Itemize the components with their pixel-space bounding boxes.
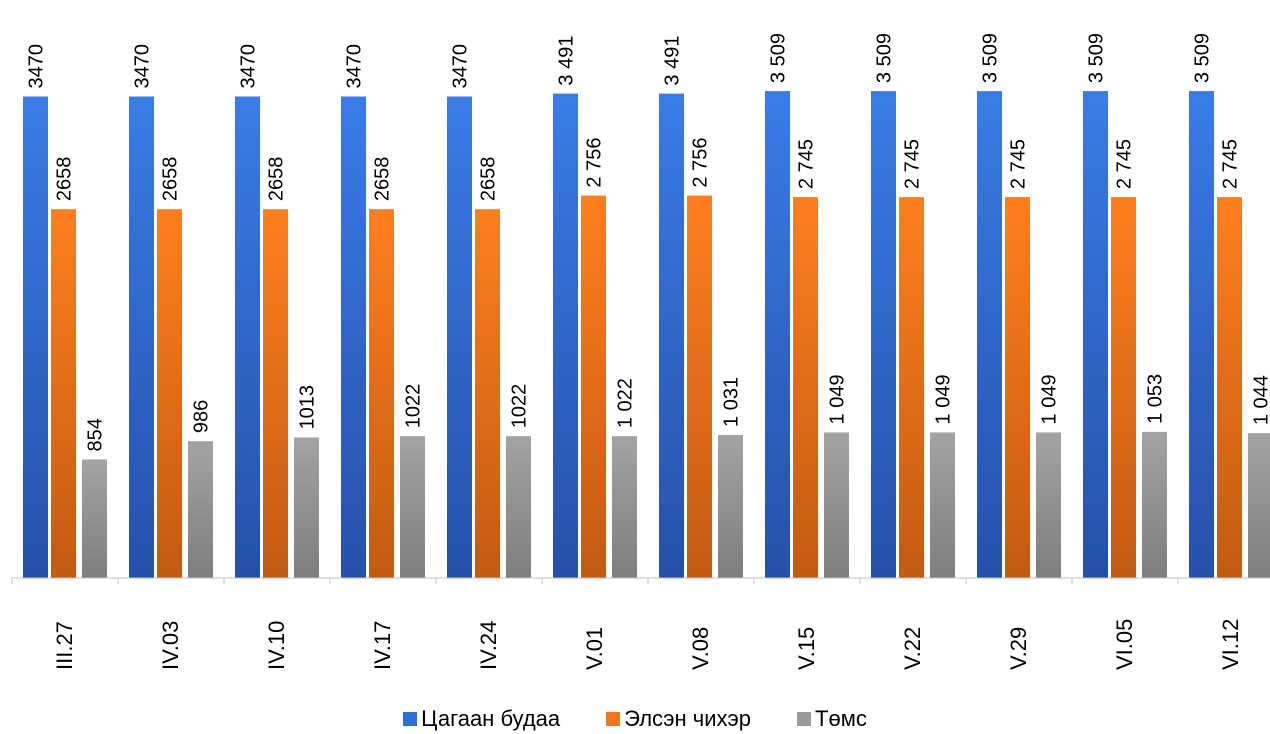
bar-VI.05-series-1 (1111, 197, 1136, 578)
legend-label-series-0: Цагаан будаа (421, 706, 561, 731)
x-ticks-group (11, 578, 1179, 584)
bar-V.01-series-2 (612, 436, 637, 578)
value-label-IV.17-series-1: 2658 (372, 157, 394, 202)
bar-IV.17-series-2 (400, 436, 425, 578)
value-label-V.01-series-2: 1 022 (615, 378, 637, 428)
bar-III.27-series-1 (51, 209, 76, 579)
bar-IV.17-series-1 (369, 209, 394, 579)
category-label-V.15: V.15 (794, 627, 819, 670)
category-label-VI.12: VI.12 (1218, 619, 1243, 670)
legend-label-series-2: Төмс (815, 706, 867, 731)
legend-label-series-1: Элсэн чихэр (624, 706, 752, 731)
bar-V.22-series-2 (930, 432, 955, 578)
bar-V.08-series-1 (687, 195, 712, 578)
category-label-III.27: III.27 (52, 621, 77, 670)
bar-V.15-series-0 (765, 91, 790, 579)
value-label-V.08-series-1: 2 756 (690, 138, 712, 188)
legend-swatch-series-2 (797, 712, 812, 726)
bar-VI.12-series-2 (1248, 433, 1270, 578)
value-label-VI.12-series-2: 1 044 (1251, 375, 1270, 425)
bar-V.15-series-1 (793, 197, 818, 578)
category-label-VI.05: VI.05 (1112, 619, 1137, 670)
value-label-IV.17-series-0: 3470 (344, 44, 366, 89)
bar-VI.05-series-2 (1142, 431, 1167, 578)
value-label-V.22-series-0: 3 509 (874, 33, 896, 83)
bar-IV.03-series-0 (129, 96, 154, 578)
bar-IV.10-series-1 (263, 209, 288, 579)
category-label-V.08: V.08 (688, 627, 713, 670)
value-label-IV.03-series-1: 2658 (160, 157, 182, 202)
value-label-VI.05-series-0: 3 509 (1086, 33, 1108, 83)
bar-IV.24-series-1 (475, 209, 500, 579)
category-label-IV.10: IV.10 (264, 621, 289, 670)
bar-IV.03-series-2 (188, 441, 213, 578)
value-label-VI.12-series-1: 2 745 (1220, 139, 1242, 189)
value-label-IV.24-series-1: 2658 (478, 157, 500, 202)
value-label-V.15-series-1: 2 745 (796, 139, 818, 189)
value-label-V.08-series-2: 1 031 (721, 377, 743, 427)
value-labels-group: 3470 2658 854 3470 2658 986 3470 2658 1013 3470 26… (26, 33, 1270, 451)
value-label-III.27-series-2: 854 (85, 418, 107, 451)
category-labels-group: III.27 IV.03 IV.10 IV.17 IV.24 V.01 V.08 V.15 V.… (52, 619, 1243, 670)
value-label-V.01-series-1: 2 756 (584, 138, 606, 188)
bar-IV.17-series-0 (341, 96, 366, 578)
value-label-V.01-series-0: 3 491 (556, 36, 578, 86)
bar-IV.10-series-2 (294, 437, 319, 578)
bar-V.29-series-0 (977, 91, 1002, 579)
value-label-VI.12-series-0: 3 509 (1192, 33, 1214, 83)
value-label-IV.10-series-2: 1013 (297, 385, 319, 430)
legend-item-series-0: Цагаан будаа (403, 706, 560, 732)
bar-IV.24-series-0 (447, 96, 472, 578)
legend: Цагаан будаа Элсэн чихэр Төмс (0, 706, 1270, 732)
bar-V.08-series-2 (718, 434, 743, 578)
category-label-V.29: V.29 (1006, 627, 1031, 670)
bar-IV.10-series-0 (235, 96, 260, 578)
bar-V.29-series-2 (1036, 432, 1061, 578)
legend-swatch-series-0 (403, 712, 418, 726)
category-label-IV.24: IV.24 (476, 621, 501, 670)
value-label-IV.03-series-2: 986 (191, 400, 213, 433)
category-label-IV.03: IV.03 (158, 621, 183, 670)
category-label-IV.17: IV.17 (370, 621, 395, 670)
bar-III.27-series-2 (82, 459, 107, 578)
value-label-V.22-series-1: 2 745 (902, 139, 924, 189)
category-label-V.01: V.01 (582, 627, 607, 670)
value-label-V.29-series-1: 2 745 (1008, 139, 1030, 189)
value-label-IV.24-series-2: 1022 (509, 384, 531, 429)
bar-IV.24-series-2 (506, 436, 531, 578)
bar-V.29-series-1 (1005, 197, 1030, 578)
value-label-IV.03-series-0: 3470 (132, 44, 154, 89)
bar-V.01-series-1 (581, 195, 606, 578)
bars-group (23, 91, 1270, 579)
category-label-V.22: V.22 (900, 627, 925, 670)
value-label-VI.05-series-2: 1 053 (1145, 374, 1167, 424)
bar-VI.12-series-1 (1217, 197, 1242, 578)
bar-V.22-series-0 (871, 91, 896, 579)
value-label-V.29-series-2: 1 049 (1039, 374, 1061, 424)
bar-VI.12-series-0 (1189, 91, 1214, 579)
value-label-III.27-series-0: 3470 (26, 44, 48, 89)
bar-V.01-series-0 (553, 93, 578, 578)
value-label-V.08-series-0: 3 491 (662, 36, 684, 86)
value-label-IV.10-series-0: 3470 (238, 44, 260, 89)
legend-swatch-series-1 (606, 712, 621, 726)
value-label-V.15-series-2: 1 049 (827, 374, 849, 424)
value-label-IV.10-series-1: 2658 (266, 157, 288, 202)
bar-VI.05-series-0 (1083, 91, 1108, 579)
value-label-V.22-series-2: 1 049 (933, 374, 955, 424)
bar-IV.03-series-1 (157, 209, 182, 579)
value-label-V.29-series-0: 3 509 (980, 33, 1002, 83)
bar-V.15-series-2 (824, 432, 849, 578)
value-label-VI.05-series-1: 2 745 (1114, 139, 1136, 189)
value-label-V.15-series-0: 3 509 (768, 33, 790, 83)
value-label-III.27-series-1: 2658 (54, 157, 76, 202)
legend-item-series-2: Төмс (797, 706, 867, 732)
bar-III.27-series-0 (23, 96, 48, 578)
value-label-IV.24-series-0: 3470 (450, 44, 472, 89)
legend-item-series-1: Элсэн чихэр (606, 706, 751, 732)
value-label-IV.17-series-2: 1022 (403, 384, 425, 429)
bar-V.22-series-1 (899, 197, 924, 578)
bar-V.08-series-0 (659, 93, 684, 578)
